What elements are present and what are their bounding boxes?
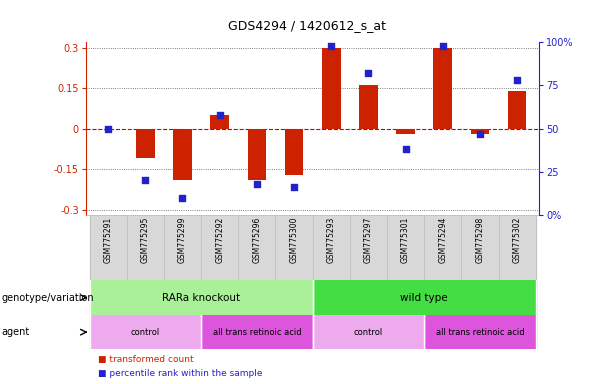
Bar xyxy=(350,215,387,280)
Point xyxy=(438,43,447,49)
Bar xyxy=(248,129,266,180)
Point xyxy=(326,43,336,49)
Bar xyxy=(498,215,536,280)
Bar xyxy=(471,129,489,134)
Bar xyxy=(164,215,201,280)
Text: agent: agent xyxy=(1,327,29,337)
Bar xyxy=(173,129,192,180)
Bar xyxy=(313,280,536,315)
Text: GSM775302: GSM775302 xyxy=(512,217,522,263)
Bar xyxy=(201,215,238,280)
Bar xyxy=(210,115,229,129)
Bar xyxy=(508,91,527,129)
Text: GSM775293: GSM775293 xyxy=(327,217,336,263)
Bar xyxy=(275,215,313,280)
Bar xyxy=(89,280,313,315)
Text: GSM775297: GSM775297 xyxy=(364,217,373,263)
Text: GSM775300: GSM775300 xyxy=(289,217,299,263)
Text: ■ transformed count: ■ transformed count xyxy=(98,354,194,364)
Point xyxy=(401,146,411,152)
Bar xyxy=(424,315,536,349)
Text: GSM775292: GSM775292 xyxy=(215,217,224,263)
Text: GSM775294: GSM775294 xyxy=(438,217,447,263)
Text: GSM775296: GSM775296 xyxy=(253,217,261,263)
Bar xyxy=(201,315,313,349)
Point xyxy=(475,131,485,137)
Text: GDS4294 / 1420612_s_at: GDS4294 / 1420612_s_at xyxy=(227,19,386,32)
Point xyxy=(140,177,150,184)
Bar xyxy=(89,315,201,349)
Bar xyxy=(322,48,340,129)
Bar xyxy=(387,215,424,280)
Text: GSM775295: GSM775295 xyxy=(141,217,150,263)
Bar xyxy=(285,129,303,175)
Point xyxy=(215,112,224,118)
Bar xyxy=(396,129,415,134)
Point xyxy=(103,126,113,132)
Text: genotype/variation: genotype/variation xyxy=(1,293,94,303)
Bar xyxy=(424,215,462,280)
Text: ■ percentile rank within the sample: ■ percentile rank within the sample xyxy=(98,369,262,378)
Text: all trans retinoic acid: all trans retinoic acid xyxy=(436,328,524,337)
Text: GSM775298: GSM775298 xyxy=(476,217,484,263)
Bar xyxy=(89,215,127,280)
Point xyxy=(252,181,262,187)
Bar xyxy=(238,215,275,280)
Point xyxy=(289,184,299,190)
Text: control: control xyxy=(354,328,383,337)
Text: wild type: wild type xyxy=(400,293,448,303)
Text: RARa knockout: RARa knockout xyxy=(162,293,240,303)
Bar xyxy=(313,215,350,280)
Text: GSM775291: GSM775291 xyxy=(104,217,113,263)
Bar xyxy=(359,86,378,129)
Text: GSM775299: GSM775299 xyxy=(178,217,187,263)
Text: all trans retinoic acid: all trans retinoic acid xyxy=(213,328,301,337)
Text: control: control xyxy=(131,328,160,337)
Point xyxy=(364,70,373,76)
Point xyxy=(512,77,522,83)
Point xyxy=(178,195,188,201)
Bar xyxy=(136,129,154,158)
Bar xyxy=(127,215,164,280)
Bar xyxy=(462,215,498,280)
Bar xyxy=(313,315,424,349)
Text: GSM775301: GSM775301 xyxy=(401,217,410,263)
Bar xyxy=(433,48,452,129)
